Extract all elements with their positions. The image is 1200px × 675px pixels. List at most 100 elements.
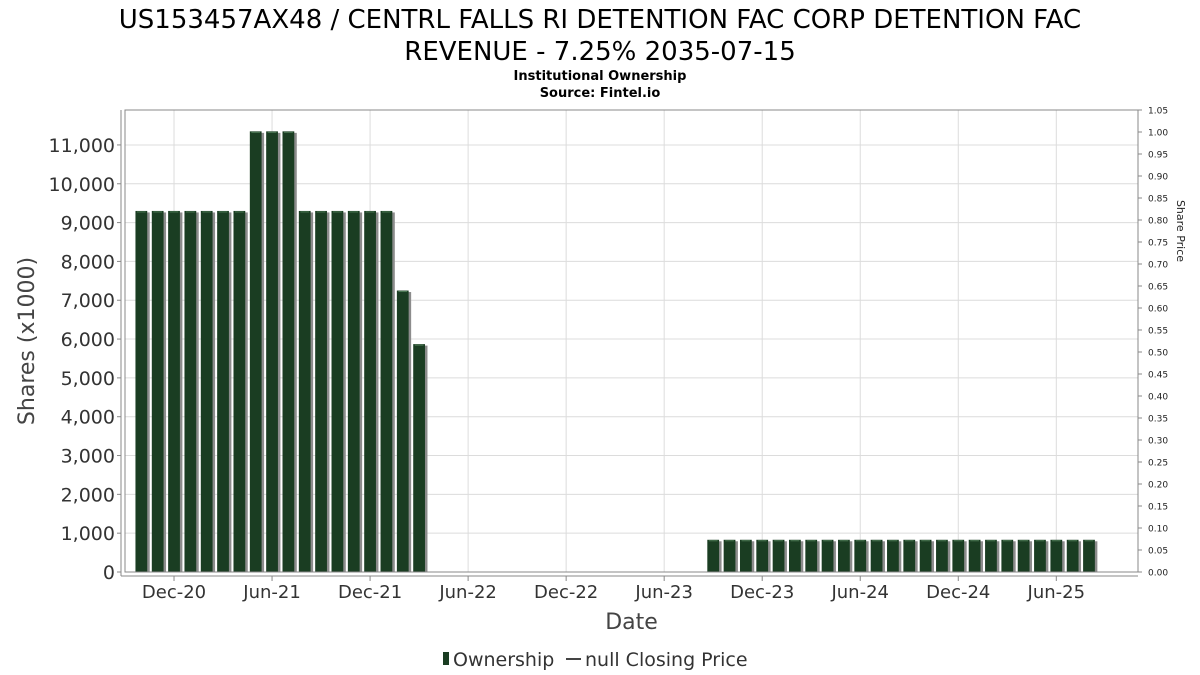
chart-title-line: US153457AX48 / CENTRL FALLS RI DETENTION…: [119, 5, 1081, 35]
bar-fill: [870, 539, 883, 572]
ownership-bar: [364, 210, 379, 573]
right-tick-label: 0.30: [1148, 437, 1168, 447]
chart-subtitle-line: Source: Fintel.io: [540, 86, 661, 101]
ownership-bar: [789, 539, 804, 572]
ownership-bar: [903, 539, 918, 572]
bar-fill: [919, 539, 932, 572]
right-tick-label: 0.55: [1148, 327, 1168, 337]
bar-fill: [854, 539, 867, 572]
right-tick-label: 0.40: [1148, 393, 1168, 403]
ownership-bar: [331, 210, 346, 573]
legend-label-ownership: Ownership: [453, 649, 554, 671]
left-tick-label: 6,000: [61, 329, 115, 351]
ownership-bar: [347, 210, 363, 573]
ownership-bar: [821, 539, 836, 572]
ownership-bar: [739, 539, 755, 572]
ownership-bar: [249, 131, 265, 572]
left-tick-label: 1,000: [61, 523, 115, 545]
right-tick-label: 0.05: [1148, 547, 1168, 557]
chart-title-line: REVENUE - 7.25% 2035-07-15: [404, 37, 796, 67]
x-tick-label: Dec-21: [338, 582, 402, 603]
ownership-bar: [919, 539, 934, 572]
right-tick-label: 0.00: [1148, 569, 1168, 579]
ownership-bar: [315, 210, 330, 573]
x-tick-label: Dec-20: [142, 582, 206, 603]
right-tick-label: 0.45: [1148, 371, 1168, 381]
bar-fill: [1066, 539, 1079, 572]
right-axis-ticks: 0.00 0.05 0.10 0.15 0.20 0.25 0.30 0.35 0.40 0.45…: [1138, 107, 1168, 579]
ownership-bar: [282, 131, 297, 572]
ownership-bar: [887, 539, 902, 572]
left-tick-label: 7,000: [61, 290, 115, 312]
right-tick-label: 0.65: [1148, 283, 1168, 293]
ownership-bar: [151, 210, 167, 573]
ownership-bar: [1034, 539, 1049, 572]
legend-label-closing-price: null Closing Price: [585, 649, 748, 671]
bar-fill: [282, 131, 295, 572]
left-axis-ticks: 0 1,000 2,000 3,000 4,000 5,000 6,000 7,000 8,00…: [49, 135, 121, 584]
left-tick-label: 5,000: [61, 368, 115, 390]
ownership-bar: [396, 290, 412, 572]
ownership-bar: [233, 210, 248, 573]
x-tick-label: Jun-21: [242, 582, 301, 603]
left-tick-label: 10,000: [49, 174, 115, 196]
ownership-bar: [707, 539, 722, 572]
left-tick-label: 4,000: [61, 407, 115, 429]
bar-fill: [903, 539, 916, 572]
bar-fill: [1017, 539, 1030, 572]
ownership-bar: [756, 539, 771, 572]
left-tick-label: 8,000: [61, 251, 115, 273]
left-tick-label: 2,000: [61, 484, 115, 506]
bar-fill: [331, 210, 344, 573]
bar-fill: [347, 210, 360, 573]
ownership-bar: [952, 539, 967, 572]
bar-fill: [936, 539, 948, 572]
bar-fill: [756, 539, 769, 572]
bar-fill: [805, 539, 818, 572]
ownership-bar: [380, 210, 395, 573]
ownership-bar: [1050, 539, 1065, 572]
bar-fill: [135, 210, 148, 573]
bar-fill: [952, 539, 965, 572]
bar-fill: [184, 210, 197, 573]
x-axis-label: Date: [605, 610, 658, 635]
right-tick-label: 0.50: [1148, 349, 1168, 359]
right-tick-label: 0.90: [1148, 173, 1168, 183]
x-tick-label: Dec-23: [730, 582, 794, 603]
x-tick-label: Dec-24: [926, 582, 990, 603]
right-tick-label: 0.35: [1148, 415, 1168, 425]
bar-fill: [985, 539, 997, 572]
bar-fill: [217, 210, 229, 573]
bar-fill: [887, 539, 899, 572]
ownership-bar: [1017, 539, 1033, 572]
chart-legend: Ownership null Closing Price: [443, 649, 748, 671]
right-tick-label: 1.00: [1148, 129, 1168, 139]
bar-fill: [968, 539, 981, 572]
bar-fill: [298, 210, 311, 573]
right-tick-label: 0.75: [1148, 239, 1168, 249]
bar-fill: [772, 539, 785, 572]
axis-labels: Date Shares (x1000) Share Price: [15, 200, 1187, 635]
right-tick-label: 0.15: [1148, 503, 1168, 513]
right-tick-label: 0.25: [1148, 459, 1168, 469]
ownership-bar: [805, 539, 820, 572]
ownership-bar: [168, 210, 183, 573]
ownership-bar: [298, 210, 314, 573]
bar-fill: [233, 210, 246, 573]
right-tick-label: 0.60: [1148, 305, 1168, 315]
ownership-bar: [838, 539, 853, 572]
ownership-bar: [772, 539, 787, 572]
bar-fill: [315, 210, 327, 573]
bar-fill: [266, 131, 278, 572]
right-tick-label: 0.10: [1148, 525, 1168, 535]
x-tick-label: Jun-23: [634, 582, 693, 603]
ownership-bar: [413, 344, 428, 572]
x-tick-label: Dec-22: [534, 582, 598, 603]
bar-fill: [200, 210, 213, 573]
bar-fill: [151, 210, 164, 573]
bar-fill: [249, 131, 262, 572]
bar-fill: [396, 290, 409, 572]
x-tick-label: Jun-25: [1027, 582, 1086, 603]
y-axis-label: Shares (x1000): [15, 257, 40, 425]
